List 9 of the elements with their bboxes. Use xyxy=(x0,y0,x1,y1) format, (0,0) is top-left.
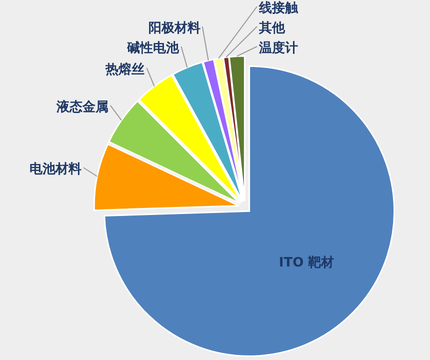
slice-label: ITO 靶材 xyxy=(278,256,334,271)
slice-label: 电池材料 xyxy=(29,162,82,178)
slice-label: 阳极材料 xyxy=(148,21,200,36)
slice-label: 温度计 xyxy=(258,40,298,56)
slice-label: 液态金属 xyxy=(55,98,108,115)
slice-label: 热熔丝 xyxy=(104,61,145,78)
slice-label: 线接触 xyxy=(258,0,299,16)
slice-label: 其他 xyxy=(258,21,286,36)
slice-label: 碱性电池 xyxy=(126,41,180,56)
